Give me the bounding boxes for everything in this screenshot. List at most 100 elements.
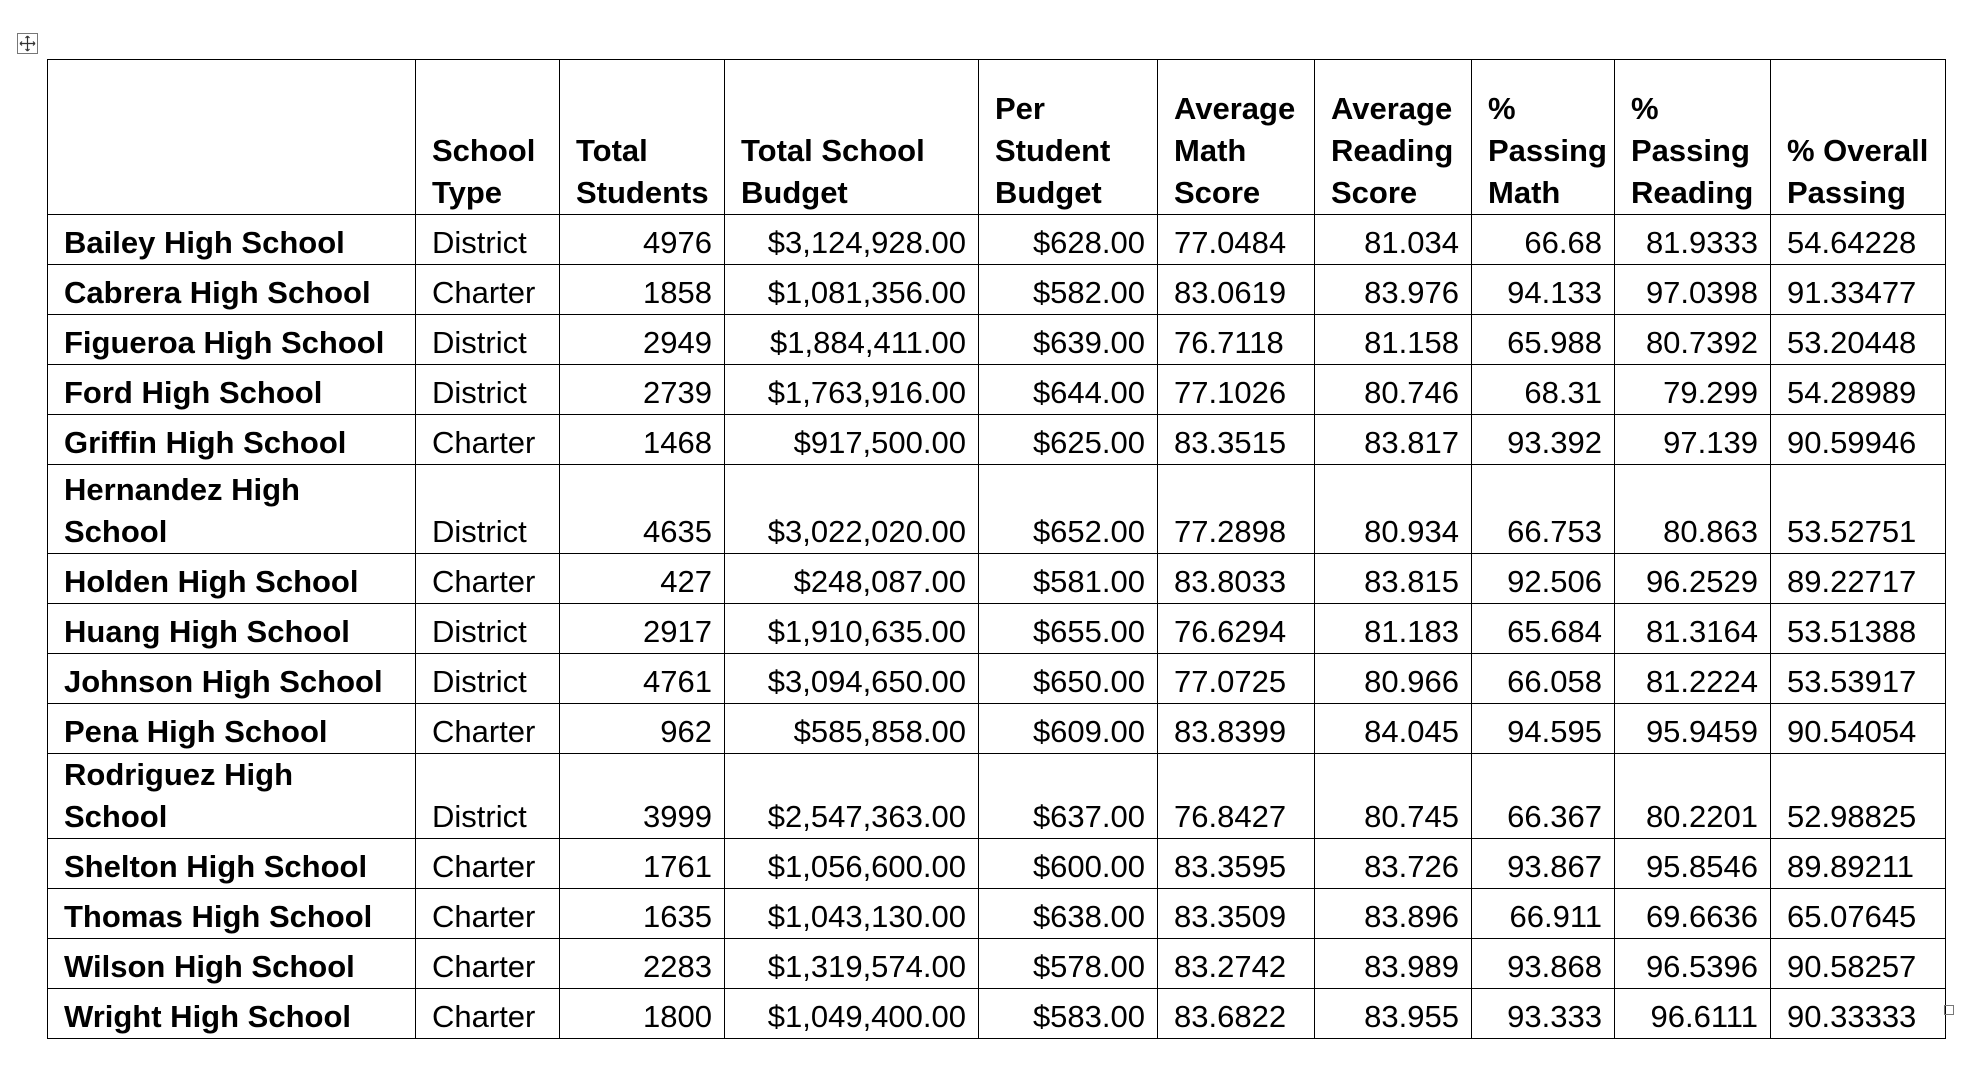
cell: 65.07645 <box>1770 888 1946 939</box>
cell: 77.1026 <box>1157 364 1315 415</box>
school-name: Huang High School <box>47 603 416 654</box>
header-cell: % Passing Reading <box>1614 59 1771 215</box>
cell: 77.2898 <box>1157 464 1315 554</box>
cell: District <box>415 464 560 554</box>
cell: 91.33477 <box>1770 264 1946 315</box>
cell: 80.746 <box>1314 364 1472 415</box>
cell: Charter <box>415 888 560 939</box>
cell: 66.753 <box>1471 464 1615 554</box>
cell: 83.976 <box>1314 264 1472 315</box>
cell: 77.0484 <box>1157 214 1315 265</box>
table-row: Wilson High School Charter 2283 $1,319,574.… <box>47 938 1946 989</box>
cell: 83.2742 <box>1157 938 1315 989</box>
header-cell: % Overall Passing <box>1770 59 1946 215</box>
header-cell: Average Math Score <box>1157 59 1315 215</box>
table-row: Johnson High School District 4761 $3,094,65… <box>47 653 1946 704</box>
table-move-handle[interactable] <box>17 33 38 54</box>
cell: 80.2201 <box>1614 753 1771 839</box>
cell: $1,910,635.00 <box>724 603 979 654</box>
cell: $1,043,130.00 <box>724 888 979 939</box>
header-cell: % Passing Math <box>1471 59 1615 215</box>
data-table: School Type Total Students Total School Bu… <box>47 59 1946 1039</box>
cell: Charter <box>415 988 560 1039</box>
cell: 1635 <box>559 888 725 939</box>
cell: $600.00 <box>978 838 1158 889</box>
cell: $583.00 <box>978 988 1158 1039</box>
cell: Charter <box>415 703 560 754</box>
cell: $3,094,650.00 <box>724 653 979 704</box>
cell: 2917 <box>559 603 725 654</box>
school-name: Holden High School <box>47 553 416 604</box>
cell: Charter <box>415 414 560 465</box>
cell: 65.684 <box>1471 603 1615 654</box>
cell: 97.139 <box>1614 414 1771 465</box>
cell: 90.58257 <box>1770 938 1946 989</box>
cell: 95.9459 <box>1614 703 1771 754</box>
cell: $585,858.00 <box>724 703 979 754</box>
cell: 89.89211 <box>1770 838 1946 889</box>
cell: 65.988 <box>1471 314 1615 365</box>
cell: 81.9333 <box>1614 214 1771 265</box>
cell: 83.3515 <box>1157 414 1315 465</box>
cell: 66.367 <box>1471 753 1615 839</box>
header-cell: School Type <box>415 59 560 215</box>
school-name: Thomas High School <box>47 888 416 939</box>
cell: $1,056,600.00 <box>724 838 979 889</box>
cell: 83.989 <box>1314 938 1472 989</box>
table-row: Figueroa High School District 2949 $1,884,4… <box>47 314 1946 365</box>
cell: 93.868 <box>1471 938 1615 989</box>
cell: District <box>415 364 560 415</box>
cell: 83.3595 <box>1157 838 1315 889</box>
cell: 96.2529 <box>1614 553 1771 604</box>
cell: 81.2224 <box>1614 653 1771 704</box>
cell: 4635 <box>559 464 725 554</box>
cell: District <box>415 653 560 704</box>
cell: 2283 <box>559 938 725 989</box>
table-row: Bailey High School District 4976 $3,124,928… <box>47 214 1946 265</box>
cell: 83.726 <box>1314 838 1472 889</box>
cell: 80.863 <box>1614 464 1771 554</box>
cell: 92.506 <box>1471 553 1615 604</box>
cell: 80.745 <box>1314 753 1472 839</box>
header-cell <box>47 59 416 215</box>
table-resize-handle[interactable] <box>1944 1005 1954 1015</box>
cell: 83.8033 <box>1157 553 1315 604</box>
table-row: Holden High School Charter 427 $248,087.00 $… <box>47 553 1946 604</box>
cell: $638.00 <box>978 888 1158 939</box>
cell: $655.00 <box>978 603 1158 654</box>
table-row: Ford High School District 2739 $1,763,916.0… <box>47 364 1946 415</box>
cell: 81.3164 <box>1614 603 1771 654</box>
cell: District <box>415 214 560 265</box>
school-name: Figueroa High School <box>47 314 416 365</box>
cell: 80.966 <box>1314 653 1472 704</box>
cell: 95.8546 <box>1614 838 1771 889</box>
cell: 3999 <box>559 753 725 839</box>
cell: District <box>415 314 560 365</box>
school-name: Pena High School <box>47 703 416 754</box>
cell: 1858 <box>559 264 725 315</box>
cell: $581.00 <box>978 553 1158 604</box>
cell: Charter <box>415 838 560 889</box>
school-name: Hernandez High School <box>47 464 416 554</box>
cell: 83.8399 <box>1157 703 1315 754</box>
cell: 83.815 <box>1314 553 1472 604</box>
cell: 52.98825 <box>1770 753 1946 839</box>
cell: 53.52751 <box>1770 464 1946 554</box>
cell: 68.31 <box>1471 364 1615 415</box>
cell: 83.817 <box>1314 414 1472 465</box>
cell: 90.54054 <box>1770 703 1946 754</box>
cell: 1761 <box>559 838 725 889</box>
table-row: Rodriguez High School District 3999 $2,547,… <box>47 753 1946 839</box>
cell: 94.595 <box>1471 703 1615 754</box>
cell: 66.911 <box>1471 888 1615 939</box>
cell: 77.0725 <box>1157 653 1315 704</box>
cell: 76.6294 <box>1157 603 1315 654</box>
cell: District <box>415 603 560 654</box>
cell: Charter <box>415 938 560 989</box>
cell: 1800 <box>559 988 725 1039</box>
cell: Charter <box>415 264 560 315</box>
cell: 53.53917 <box>1770 653 1946 704</box>
school-name: Griffin High School <box>47 414 416 465</box>
header-cell: Average Reading Score <box>1314 59 1472 215</box>
